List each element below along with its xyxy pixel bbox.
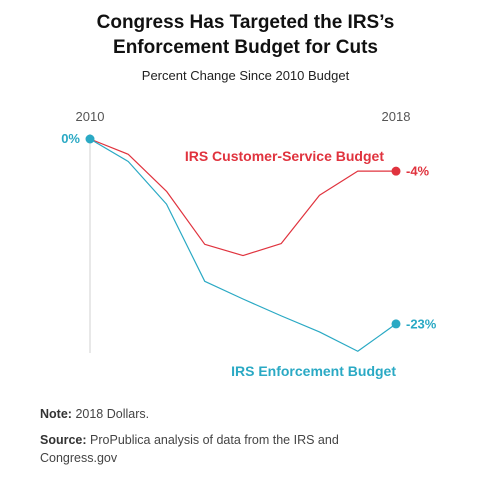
series-name-label: IRS Customer-Service Budget <box>185 148 384 164</box>
chart-title: Congress Has Targeted the IRS’s Enforcem… <box>0 10 491 60</box>
source-line: Source: ProPublica analysis of data from… <box>40 431 460 467</box>
note-label: Note: <box>40 407 72 421</box>
note-line: Note: 2018 Dollars. <box>40 405 460 423</box>
start-point <box>85 134 95 144</box>
series-line-enforcement <box>89 138 397 352</box>
chart-notes: Note: 2018 Dollars. Source: ProPublica a… <box>40 405 460 475</box>
end-value-label: -4% <box>406 164 430 179</box>
chart-title-line-1: Congress Has Targeted the IRS’s <box>96 12 395 33</box>
series-line-customer-service <box>89 138 396 257</box>
end-point-1 <box>391 319 401 329</box>
chart-subtitle: Percent Change Since 2010 Budget <box>141 68 350 83</box>
source-text-2: Congress.gov <box>40 451 118 465</box>
note-text: 2018 Dollars. <box>75 407 150 421</box>
line-chart: 2010 2018 0% -4% -23% IRS Customer-Service Bu… <box>61 109 437 379</box>
end-point-0 <box>391 166 401 176</box>
source-label: Source: <box>40 433 87 447</box>
end-value-label: -23% <box>406 316 437 331</box>
start-value-label: 0% <box>61 131 80 146</box>
x-tick-label: 2010 <box>76 109 105 124</box>
source-text-1: ProPublica analysis of data from the IRS… <box>90 433 339 447</box>
x-tick-label: 2018 <box>382 109 411 124</box>
chart-title-line-2: Enforcement Budget for Cuts <box>113 37 378 58</box>
series-name-label: IRS Enforcement Budget <box>231 363 396 379</box>
